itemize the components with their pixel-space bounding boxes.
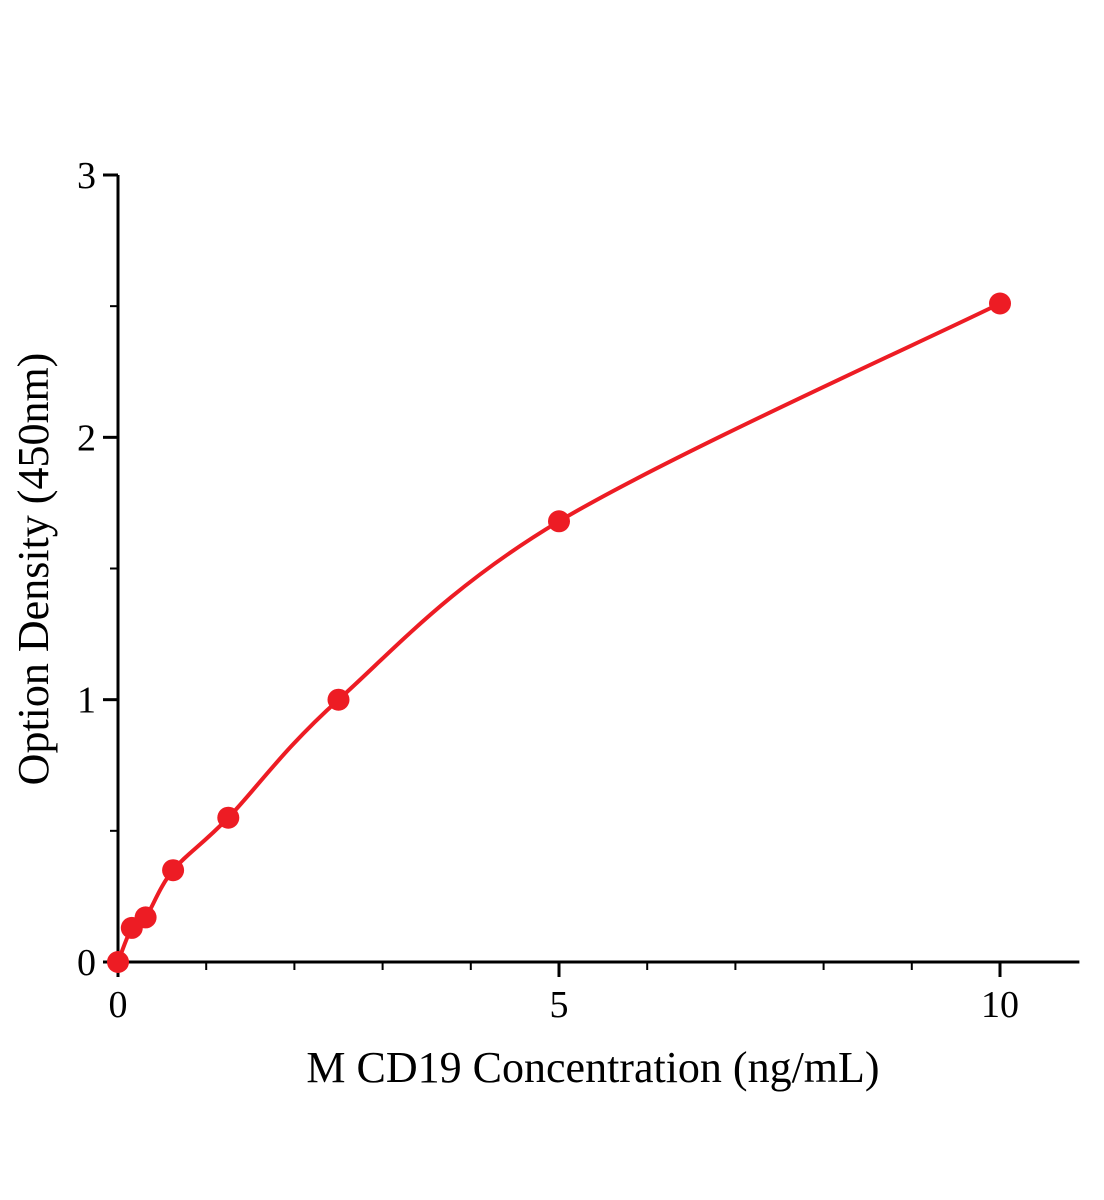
data-point	[217, 806, 240, 829]
y-axis-title: Option Density (450nm)	[9, 353, 58, 786]
x-tick-label: 5	[550, 984, 569, 1026]
x-axis-title: M CD19 Concentration (ng/mL)	[306, 1043, 879, 1092]
y-tick-label: 1	[77, 680, 96, 722]
data-point	[989, 292, 1011, 315]
x-tick-label: 10	[981, 984, 1019, 1026]
data-point	[327, 688, 350, 711]
data-point	[107, 951, 129, 973]
y-tick-label: 2	[77, 417, 96, 459]
fit-curve	[116, 301, 1002, 964]
data-point	[548, 510, 570, 533]
plot-root: 0 5 10 0 1 2 3	[77, 155, 1080, 1026]
data-point	[134, 906, 157, 929]
y-tick-label: 3	[77, 155, 96, 197]
data-point	[162, 859, 185, 882]
y-tick-label: 0	[77, 942, 96, 984]
x-tick-label: 0	[109, 984, 128, 1026]
